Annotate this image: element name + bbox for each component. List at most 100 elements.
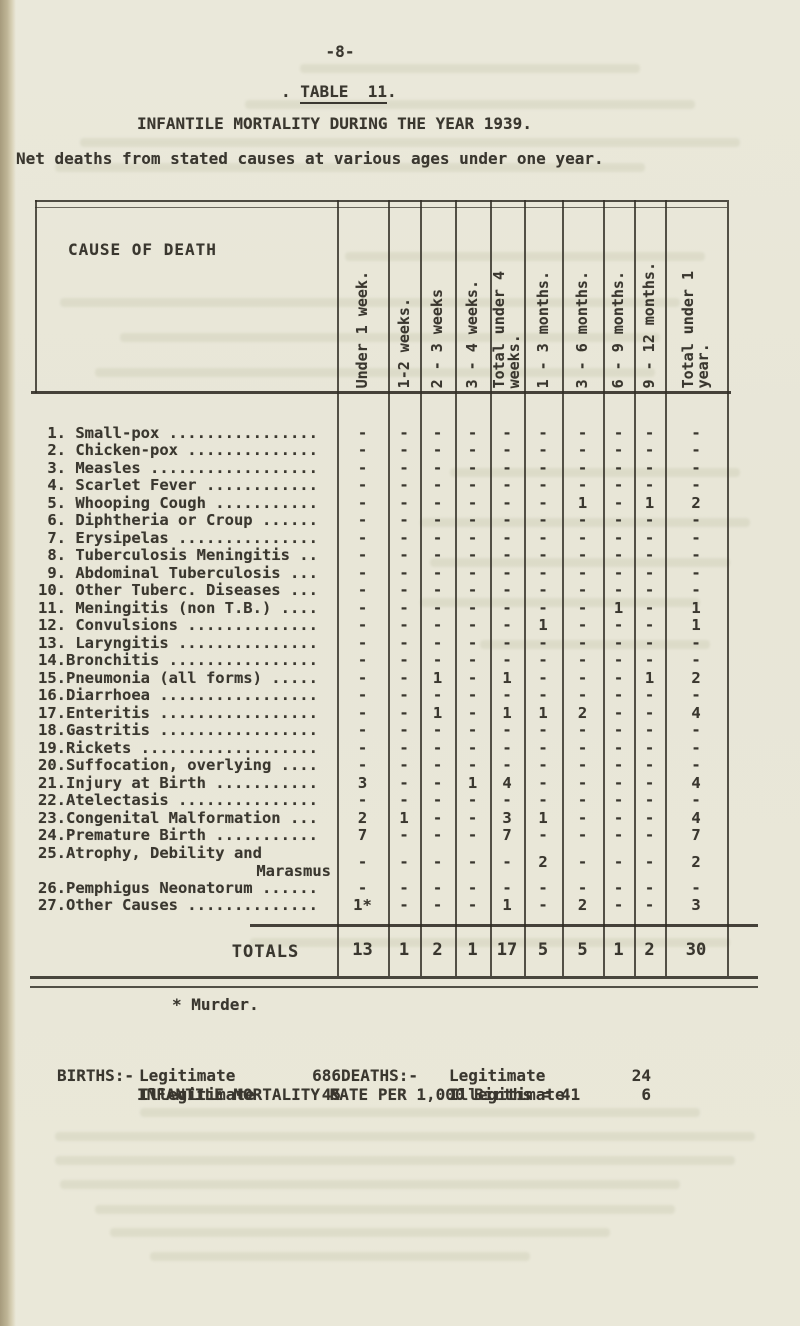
- table-row: 2. Chicken-pox .............. - - - - - - - - - -: [38, 441, 727, 460]
- caption-underlined: TABLE 11: [300, 82, 387, 104]
- value-cell: -: [577, 686, 588, 705]
- value-cell: -: [577, 738, 588, 757]
- value-cell: -: [613, 826, 624, 845]
- value-cell: -: [691, 651, 701, 670]
- column-header: 9 - 12 months.: [634, 206, 665, 388]
- cause-cell: 23.Congenital Malformation ...: [38, 808, 318, 827]
- value-cell: -: [538, 773, 548, 792]
- table-row: 16.Diarrhoea ................. - - - - - - - - - -: [38, 686, 727, 705]
- bleed-through-line: [150, 1252, 530, 1261]
- totals-value-cell: 1: [613, 940, 624, 960]
- value-cell: -: [467, 808, 478, 827]
- value-cell: -: [467, 721, 478, 740]
- totals-value-cell: 5: [577, 940, 588, 960]
- value-cell: -: [399, 896, 409, 915]
- deaths-illegitimate-value: 6: [641, 1085, 651, 1104]
- value-cell: -: [577, 423, 588, 442]
- cause-cell: 14.Bronchitis ................: [38, 651, 318, 670]
- value-cell: 1*: [353, 896, 372, 915]
- bleed-through-line: [140, 1108, 700, 1117]
- value-cell: -: [538, 563, 548, 582]
- value-cell: -: [613, 511, 624, 530]
- value-cell: -: [613, 773, 624, 792]
- value-cell: -: [691, 458, 701, 477]
- value-cell: -: [577, 756, 588, 775]
- value-cell: 7: [357, 826, 368, 845]
- value-cell: 1: [467, 773, 478, 792]
- bleed-through-line: [55, 1132, 755, 1141]
- table-row: 1. Small-pox ................ - - - - - - - - - -: [38, 424, 727, 442]
- value-cell: -: [467, 852, 478, 871]
- cause-cell: 11. Meningitis (non T.B.) ....: [38, 598, 318, 617]
- column-header-label: 3 - 6 months.: [573, 270, 591, 388]
- value-cell: -: [432, 633, 443, 652]
- column-rule: [727, 200, 729, 976]
- value-cell: 1: [432, 703, 443, 722]
- value-cell: -: [467, 493, 478, 512]
- value-cell: 1: [613, 598, 624, 617]
- value-cell: -: [613, 878, 624, 897]
- bleed-through-line: [95, 368, 655, 377]
- totals-value-cell: 30: [685, 940, 707, 960]
- value-cell: -: [502, 511, 512, 530]
- value-cell: -: [538, 896, 548, 915]
- value-cell: 1: [691, 616, 701, 635]
- value-cell: -: [357, 791, 368, 810]
- value-cell: -: [432, 826, 443, 845]
- totals-value-cell: 1: [467, 940, 478, 960]
- value-cell: -: [613, 616, 624, 635]
- value-cell: -: [432, 423, 443, 442]
- value-cell: -: [538, 633, 548, 652]
- value-cell: -: [399, 493, 409, 512]
- table-row: 3. Measles .................. - - - - - - - - - -: [38, 459, 727, 477]
- column-header-label: 2 - 3 weeks: [428, 288, 446, 388]
- value-cell: -: [644, 616, 655, 635]
- column-header-label: Under 1 week.: [353, 270, 371, 388]
- value-cell: -: [613, 528, 624, 547]
- value-cell: -: [644, 441, 655, 460]
- value-cell: -: [467, 511, 478, 530]
- value-cell: -: [538, 791, 548, 810]
- spacer: [57, 1085, 139, 1104]
- value-cell: -: [691, 686, 701, 705]
- column-header-label: 1-2 weeks.: [394, 297, 413, 388]
- table-row: 20.Suffocation, overlying .... - - - - - - - - - -: [38, 756, 727, 775]
- value-cell: -: [691, 581, 701, 600]
- table-row: 22.Atelectasis ............... - - - - - - - - - -: [38, 791, 727, 810]
- value-cell: -: [538, 756, 548, 775]
- value-cell: 1: [432, 668, 443, 687]
- births-illegitimate-value: 45: [321, 1085, 341, 1104]
- table-body: 1. Small-pox ................ - - - - - - - - - - …: [38, 424, 727, 915]
- value-cell: 1: [577, 493, 588, 512]
- value-cell: -: [644, 721, 655, 740]
- column-rule: [562, 200, 564, 976]
- table-row: 26.Pemphigus Neonatorum ...... - - - - - - - - - -: [38, 879, 727, 897]
- column-rule: [665, 200, 667, 976]
- value-cell: -: [467, 738, 478, 757]
- value-cell: -: [357, 616, 368, 635]
- bleed-through-line: [55, 163, 645, 172]
- value-cell: 3: [357, 773, 368, 792]
- table-row: 14.Bronchitis ................ - - - - - - - - - -: [38, 651, 727, 670]
- table-row: 23.Congenital Malformation ... 2 1 - - 3 1 - - - 4: [38, 809, 727, 827]
- value-cell: -: [577, 458, 588, 477]
- value-cell: -: [399, 738, 409, 757]
- column-header-label: Total under 1 year.: [679, 270, 712, 388]
- table-row: 27.Other Causes .............. 1* - - - 1 - 2 - -…: [38, 896, 727, 915]
- value-cell: -: [399, 581, 409, 600]
- value-cell: 1: [502, 668, 512, 687]
- value-cell: -: [644, 528, 655, 547]
- totals-value-cell: 17: [496, 940, 518, 960]
- value-cell: -: [399, 756, 409, 775]
- value-cell: -: [432, 791, 443, 810]
- value-cell: -: [577, 563, 588, 582]
- value-cell: -: [467, 668, 478, 687]
- caption-prefix: .: [281, 82, 301, 101]
- value-cell: -: [538, 878, 548, 897]
- cause-cell: 13. Laryngitis ...............: [38, 633, 318, 652]
- cause-cell: 2. Chicken-pox ..............: [38, 441, 318, 460]
- value-cell: -: [644, 738, 655, 757]
- cause-cell: 12. Convulsions ..............: [38, 616, 318, 635]
- value-cell: -: [502, 598, 512, 617]
- value-cell: -: [691, 546, 701, 565]
